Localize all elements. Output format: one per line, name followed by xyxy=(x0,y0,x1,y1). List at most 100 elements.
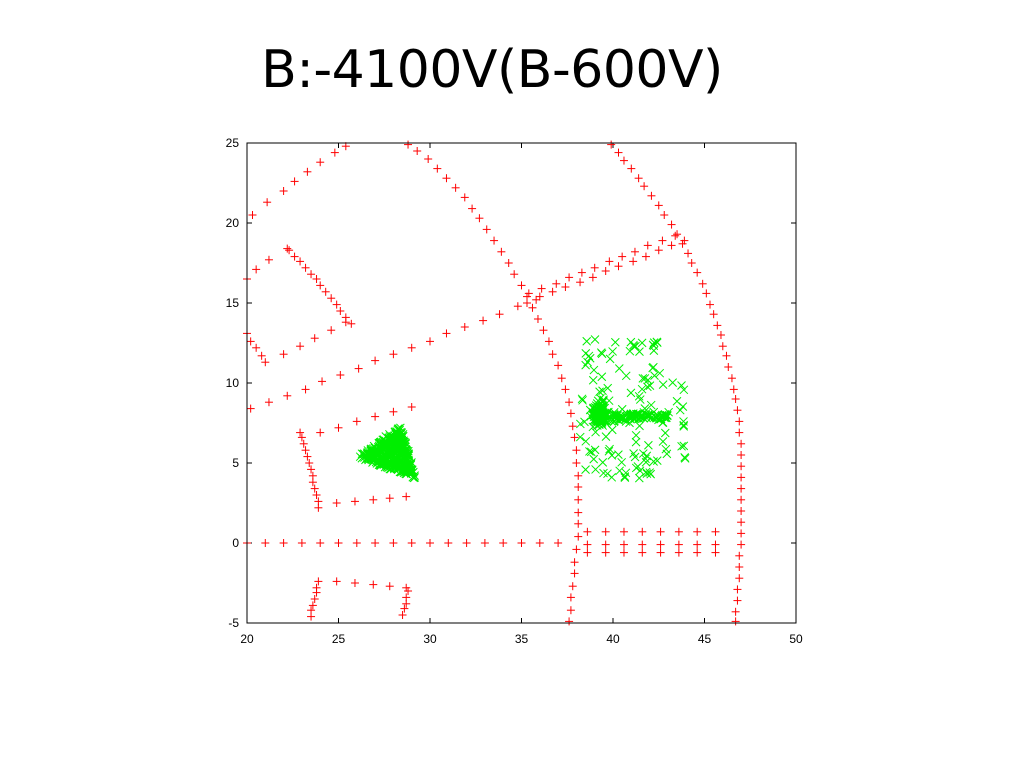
data-point-plus xyxy=(504,259,513,267)
data-point-plus xyxy=(332,499,341,507)
data-point-plus xyxy=(737,462,746,471)
data-point-plus xyxy=(336,307,345,315)
data-point-x xyxy=(610,337,620,347)
data-point-plus xyxy=(619,156,628,165)
data-point-plus xyxy=(735,417,744,426)
data-point-plus xyxy=(711,540,720,549)
data-point-x xyxy=(679,385,689,395)
axis-ticks: 20 25 30 35 40 45 50 -5 0 5 10 15 20 25 xyxy=(226,136,803,646)
data-point-plus xyxy=(737,507,746,515)
data-point-x xyxy=(637,384,647,394)
data-point-plus xyxy=(334,423,343,432)
data-point-x xyxy=(598,458,608,467)
data-point-x xyxy=(581,360,591,370)
data-point-plus xyxy=(389,407,398,416)
data-point-x xyxy=(646,400,656,410)
data-point-x xyxy=(595,409,604,418)
data-point-plus xyxy=(371,539,380,547)
data-point-plus xyxy=(601,548,610,557)
data-point-x xyxy=(584,351,594,361)
data-point-plus xyxy=(566,409,575,418)
data-point-plus xyxy=(737,473,746,482)
data-point-x xyxy=(677,381,686,390)
data-point-plus xyxy=(299,439,308,448)
data-point-plus xyxy=(303,452,312,461)
data-point-plus xyxy=(303,167,312,176)
data-point-plus xyxy=(572,545,581,554)
data-point-x xyxy=(589,365,599,375)
data-point-x xyxy=(406,465,415,475)
data-point-plus xyxy=(426,337,434,346)
data-point-x xyxy=(621,371,631,381)
data-point-plus xyxy=(667,220,676,229)
plot-frame xyxy=(246,142,797,624)
data-point-x xyxy=(396,467,406,477)
data-point-plus xyxy=(731,607,740,616)
data-point-plus xyxy=(296,428,305,437)
data-point-x xyxy=(580,417,589,427)
data-point-plus xyxy=(290,252,299,261)
data-point-plus xyxy=(407,539,416,547)
data-point-x xyxy=(642,469,652,478)
data-point-plus xyxy=(369,495,378,504)
data-point-plus xyxy=(371,412,380,421)
data-point-plus xyxy=(316,539,325,547)
data-point-x xyxy=(658,437,668,446)
data-point-x xyxy=(661,411,670,420)
data-point-plus xyxy=(296,257,305,266)
data-point-plus xyxy=(570,558,579,567)
data-point-plus xyxy=(332,300,341,309)
data-point-plus xyxy=(316,281,325,290)
y-tick-label: -5 xyxy=(228,616,239,630)
data-point-x xyxy=(641,457,651,467)
data-point-plus xyxy=(528,303,537,312)
data-point-plus xyxy=(517,539,526,547)
data-point-plus xyxy=(285,246,294,255)
data-point-x xyxy=(680,454,690,463)
data-point-plus xyxy=(565,617,574,626)
data-point-plus xyxy=(297,539,306,547)
data-point-x xyxy=(622,409,632,419)
data-point-x xyxy=(581,465,590,474)
data-point-plus xyxy=(316,428,325,437)
green-x-series xyxy=(355,335,690,483)
data-point-plus xyxy=(627,164,636,173)
data-point-plus xyxy=(607,140,616,149)
data-point-plus xyxy=(656,527,665,536)
data-point-plus xyxy=(629,257,638,266)
data-point-plus xyxy=(693,548,702,557)
data-point-plus xyxy=(389,350,398,359)
data-point-plus xyxy=(565,273,574,282)
data-point-plus xyxy=(524,289,533,298)
data-point-x xyxy=(602,414,612,424)
data-point-plus xyxy=(301,263,310,272)
data-point-plus xyxy=(301,385,310,394)
data-point-plus xyxy=(263,198,272,207)
data-point-x xyxy=(652,337,662,347)
data-point-x xyxy=(649,338,659,347)
data-point-plus xyxy=(568,422,577,431)
data-point-plus xyxy=(640,182,649,191)
data-point-plus xyxy=(574,495,583,504)
data-point-plus xyxy=(252,265,261,274)
data-point-plus xyxy=(495,310,504,319)
data-point-x xyxy=(635,421,644,431)
data-point-plus xyxy=(336,371,345,379)
data-point-plus xyxy=(630,247,639,256)
data-point-plus xyxy=(352,539,361,547)
data-point-x xyxy=(585,447,594,456)
data-point-plus xyxy=(588,273,597,282)
data-point-plus xyxy=(658,236,667,245)
data-point-x xyxy=(387,449,396,459)
data-point-plus xyxy=(246,404,255,413)
data-point-x xyxy=(586,447,596,457)
data-point-x xyxy=(643,382,652,392)
data-point-plus xyxy=(312,491,321,499)
data-point-x xyxy=(373,457,383,466)
data-point-plus xyxy=(554,361,563,370)
data-point-plus xyxy=(729,385,738,394)
data-point-x xyxy=(629,342,639,351)
data-point-plus xyxy=(252,343,261,352)
data-point-plus xyxy=(641,252,650,261)
data-point-x xyxy=(585,353,595,363)
